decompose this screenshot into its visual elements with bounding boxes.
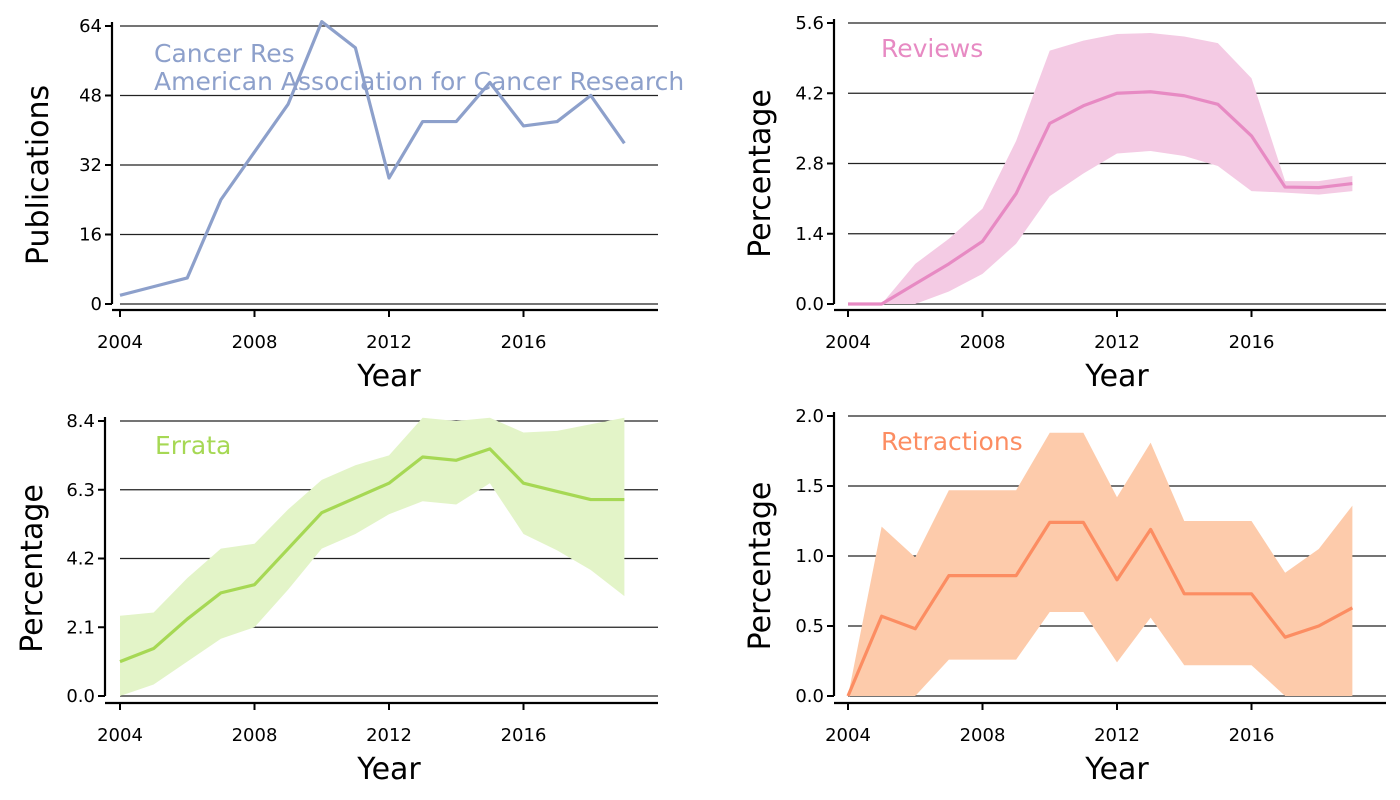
chart-panel-4: 0.0 0.5 1.0 1.5 2.0 2004 2008 2012 2016 Year Perce… [743,406,1386,787]
y-tick-label: 2.1 [66,617,95,638]
y-axis-title: Percentage [743,89,778,258]
x-tick-label: 2004 [97,332,143,353]
x-tick-label: 2016 [1229,332,1275,353]
x-tick-label: 2012 [366,725,412,746]
series-line [119,20,626,297]
y-tick-label: 6.3 [66,480,95,501]
chart-annotation: Errata [155,431,231,460]
chart-annotation: American Association for Cancer Research [154,67,684,96]
x-axis-title: Year [356,359,421,394]
y-tick-label: 16 [79,225,102,246]
y-tick-label: 5.6 [795,13,824,34]
x-tick-label: 2008 [232,332,278,353]
y-axis-title: Percentage [15,484,50,653]
x-axis-title: Year [1084,359,1149,394]
chart-panel-3: 0.0 2.1 4.2 6.3 8.4 2004 2008 2012 2016 Year Perce… [15,411,658,787]
chart-panel-2: 0.0 1.4 2.8 4.2 5.6 2004 2008 2012 2016 Year Perce… [743,13,1386,394]
y-tick-label: 1.5 [795,476,824,497]
y-tick-label: 0.5 [795,616,824,637]
x-tick-label: 2008 [232,725,278,746]
y-tick-label: 0.0 [795,686,824,707]
series-line [846,520,1354,697]
x-tick-label: 2008 [960,725,1006,746]
x-tick-label: 2004 [825,725,871,746]
y-tick-label: 4.2 [66,549,95,570]
y-tick-label: 1.0 [795,546,824,567]
x-tick-label: 2004 [825,332,871,353]
x-tick-label: 2012 [1094,332,1140,353]
y-tick-label: 48 [79,86,102,107]
confidence-band [120,417,625,696]
x-tick-label: 2004 [97,725,143,746]
y-tick-label: 0.0 [66,686,95,707]
y-tick-label: 0.0 [795,294,824,315]
y-tick-label: 2.8 [795,154,824,175]
series-line [119,447,625,664]
x-tick-label: 2016 [501,332,547,353]
confidence-band [848,432,1353,696]
x-axis-title: Year [1084,752,1149,787]
chart-annotation: Reviews [881,34,983,63]
confidence-band [848,33,1353,305]
y-tick-label: 32 [79,155,102,176]
x-tick-label: 2008 [960,332,1006,353]
x-tick-label: 2016 [501,725,547,746]
y-tick-label: 8.4 [66,411,95,432]
y-tick-label: 4.2 [795,83,824,104]
chart-annotation: Retractions [881,427,1023,456]
y-tick-label: 0 [91,294,102,315]
y-tick-label: 2.0 [795,406,824,427]
chart-panel-1: 0 16 32 48 64 2004 2008 2012 2016 Year Publication… [21,16,684,394]
x-tick-label: 2016 [1229,725,1275,746]
x-axis-title: Year [356,752,421,787]
y-axis-title: Percentage [743,482,778,651]
x-tick-label: 2012 [1094,725,1140,746]
chart-annotation: Cancer Res [154,39,295,68]
series-line [848,90,1353,306]
y-tick-label: 64 [79,16,102,37]
y-axis-title: Publications [21,85,56,265]
x-tick-label: 2012 [366,332,412,353]
y-tick-label: 1.4 [795,224,824,245]
